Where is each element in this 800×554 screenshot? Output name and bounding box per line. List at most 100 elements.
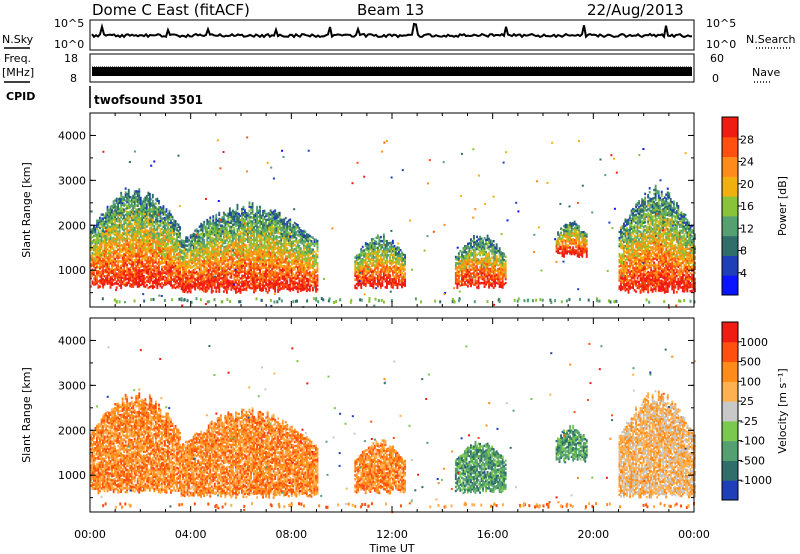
echo-cell [286, 247, 289, 250]
echo-cell [105, 238, 107, 241]
echo-cell [120, 226, 123, 229]
echo-cell [106, 256, 109, 259]
echo-cell [99, 257, 101, 260]
echo-cell [106, 244, 109, 247]
echo-cell [114, 261, 117, 265]
echo-cell [96, 243, 98, 247]
echo-cell [103, 220, 106, 223]
echo-cell [111, 212, 113, 216]
echo-cell [376, 234, 379, 237]
echo-cell [120, 195, 123, 199]
echo-cell [123, 214, 126, 217]
echo-cell [120, 278, 123, 282]
echo-cell [126, 243, 129, 246]
echo-cell [372, 237, 375, 241]
echo-cell [121, 256, 124, 259]
echo-cell [310, 240, 313, 243]
echo-cell [114, 229, 117, 232]
echo-cell [126, 239, 129, 242]
echo-cell [109, 229, 112, 233]
echo-cell [108, 277, 110, 281]
echo-cell [108, 267, 110, 271]
echo-cell [126, 235, 129, 238]
echo-cell [105, 246, 107, 250]
echo-cell [123, 253, 126, 256]
echo-cell [120, 220, 123, 223]
echo-cell [120, 238, 123, 241]
echo-cell [179, 270, 181, 274]
echo-cell [115, 276, 118, 279]
echo-cell [111, 223, 113, 226]
echo-cell [103, 279, 106, 282]
echo-cell [97, 247, 100, 251]
echo-cell [108, 279, 110, 283]
echo-cell [103, 234, 106, 238]
echo-cell [102, 233, 104, 237]
echo-cell [91, 282, 94, 285]
echo-cell [105, 212, 107, 215]
echo-cell [112, 200, 115, 203]
echo-cell [100, 251, 103, 255]
echo-cell [112, 270, 115, 274]
echo-cell [114, 227, 117, 230]
echo-cell [99, 255, 101, 258]
echo-cell [97, 286, 100, 289]
echo-cell [126, 213, 129, 216]
echo-cell [118, 272, 121, 275]
echo-cell [117, 202, 120, 205]
echo-cell [186, 236, 189, 239]
echo-cell [102, 223, 104, 226]
echo-cell [114, 205, 117, 208]
echo-cell [117, 262, 120, 266]
echo-cell [112, 232, 115, 235]
echo-cell [313, 250, 316, 253]
echo-cell [93, 249, 95, 252]
echo-cell [109, 205, 112, 208]
echo-cell [96, 247, 98, 251]
echo-cell [115, 244, 118, 247]
echo-cell [118, 238, 121, 241]
echo-cell [114, 199, 117, 202]
echo-cell [118, 225, 121, 229]
echo-cell [91, 254, 94, 257]
echo-cell [212, 219, 215, 222]
echo-cell [215, 288, 218, 291]
echo-cell [105, 275, 107, 278]
echo-cell [224, 241, 227, 245]
echo-cell [96, 259, 98, 263]
echo-cell [115, 225, 118, 229]
echo-cell [120, 276, 123, 279]
echo-cell [118, 199, 121, 202]
cpid-label: CPID [6, 90, 35, 103]
echo-cell [123, 242, 126, 246]
echo-cell [103, 257, 106, 260]
echo-cell [123, 216, 126, 219]
echo-cell [97, 270, 100, 273]
echo-cell [112, 240, 115, 243]
echo-cell [103, 265, 106, 268]
echo-cell [99, 285, 101, 288]
echo-cell [105, 254, 107, 258]
echo-cell [90, 238, 92, 242]
echo-cell [109, 235, 112, 239]
echo-cell [91, 262, 94, 265]
echo-cell [126, 281, 129, 285]
echo-cell [99, 234, 101, 238]
echo-cell [124, 209, 127, 212]
echo-cell [118, 231, 121, 235]
echo-cell [121, 228, 124, 231]
echo-cell [121, 238, 124, 241]
echo-cell [105, 236, 107, 239]
echo-cell [106, 219, 109, 223]
echo-cell [96, 223, 98, 226]
echo-cell [102, 229, 104, 232]
echo-cell [127, 281, 130, 285]
echo-cell [99, 281, 101, 284]
echo-cell [97, 219, 100, 222]
echo-cell [105, 266, 107, 270]
echo-cell [111, 279, 113, 282]
echo-cell [112, 246, 115, 250]
echo-cell [121, 276, 124, 279]
echo-cell [124, 262, 127, 265]
echo-cell [108, 237, 110, 240]
